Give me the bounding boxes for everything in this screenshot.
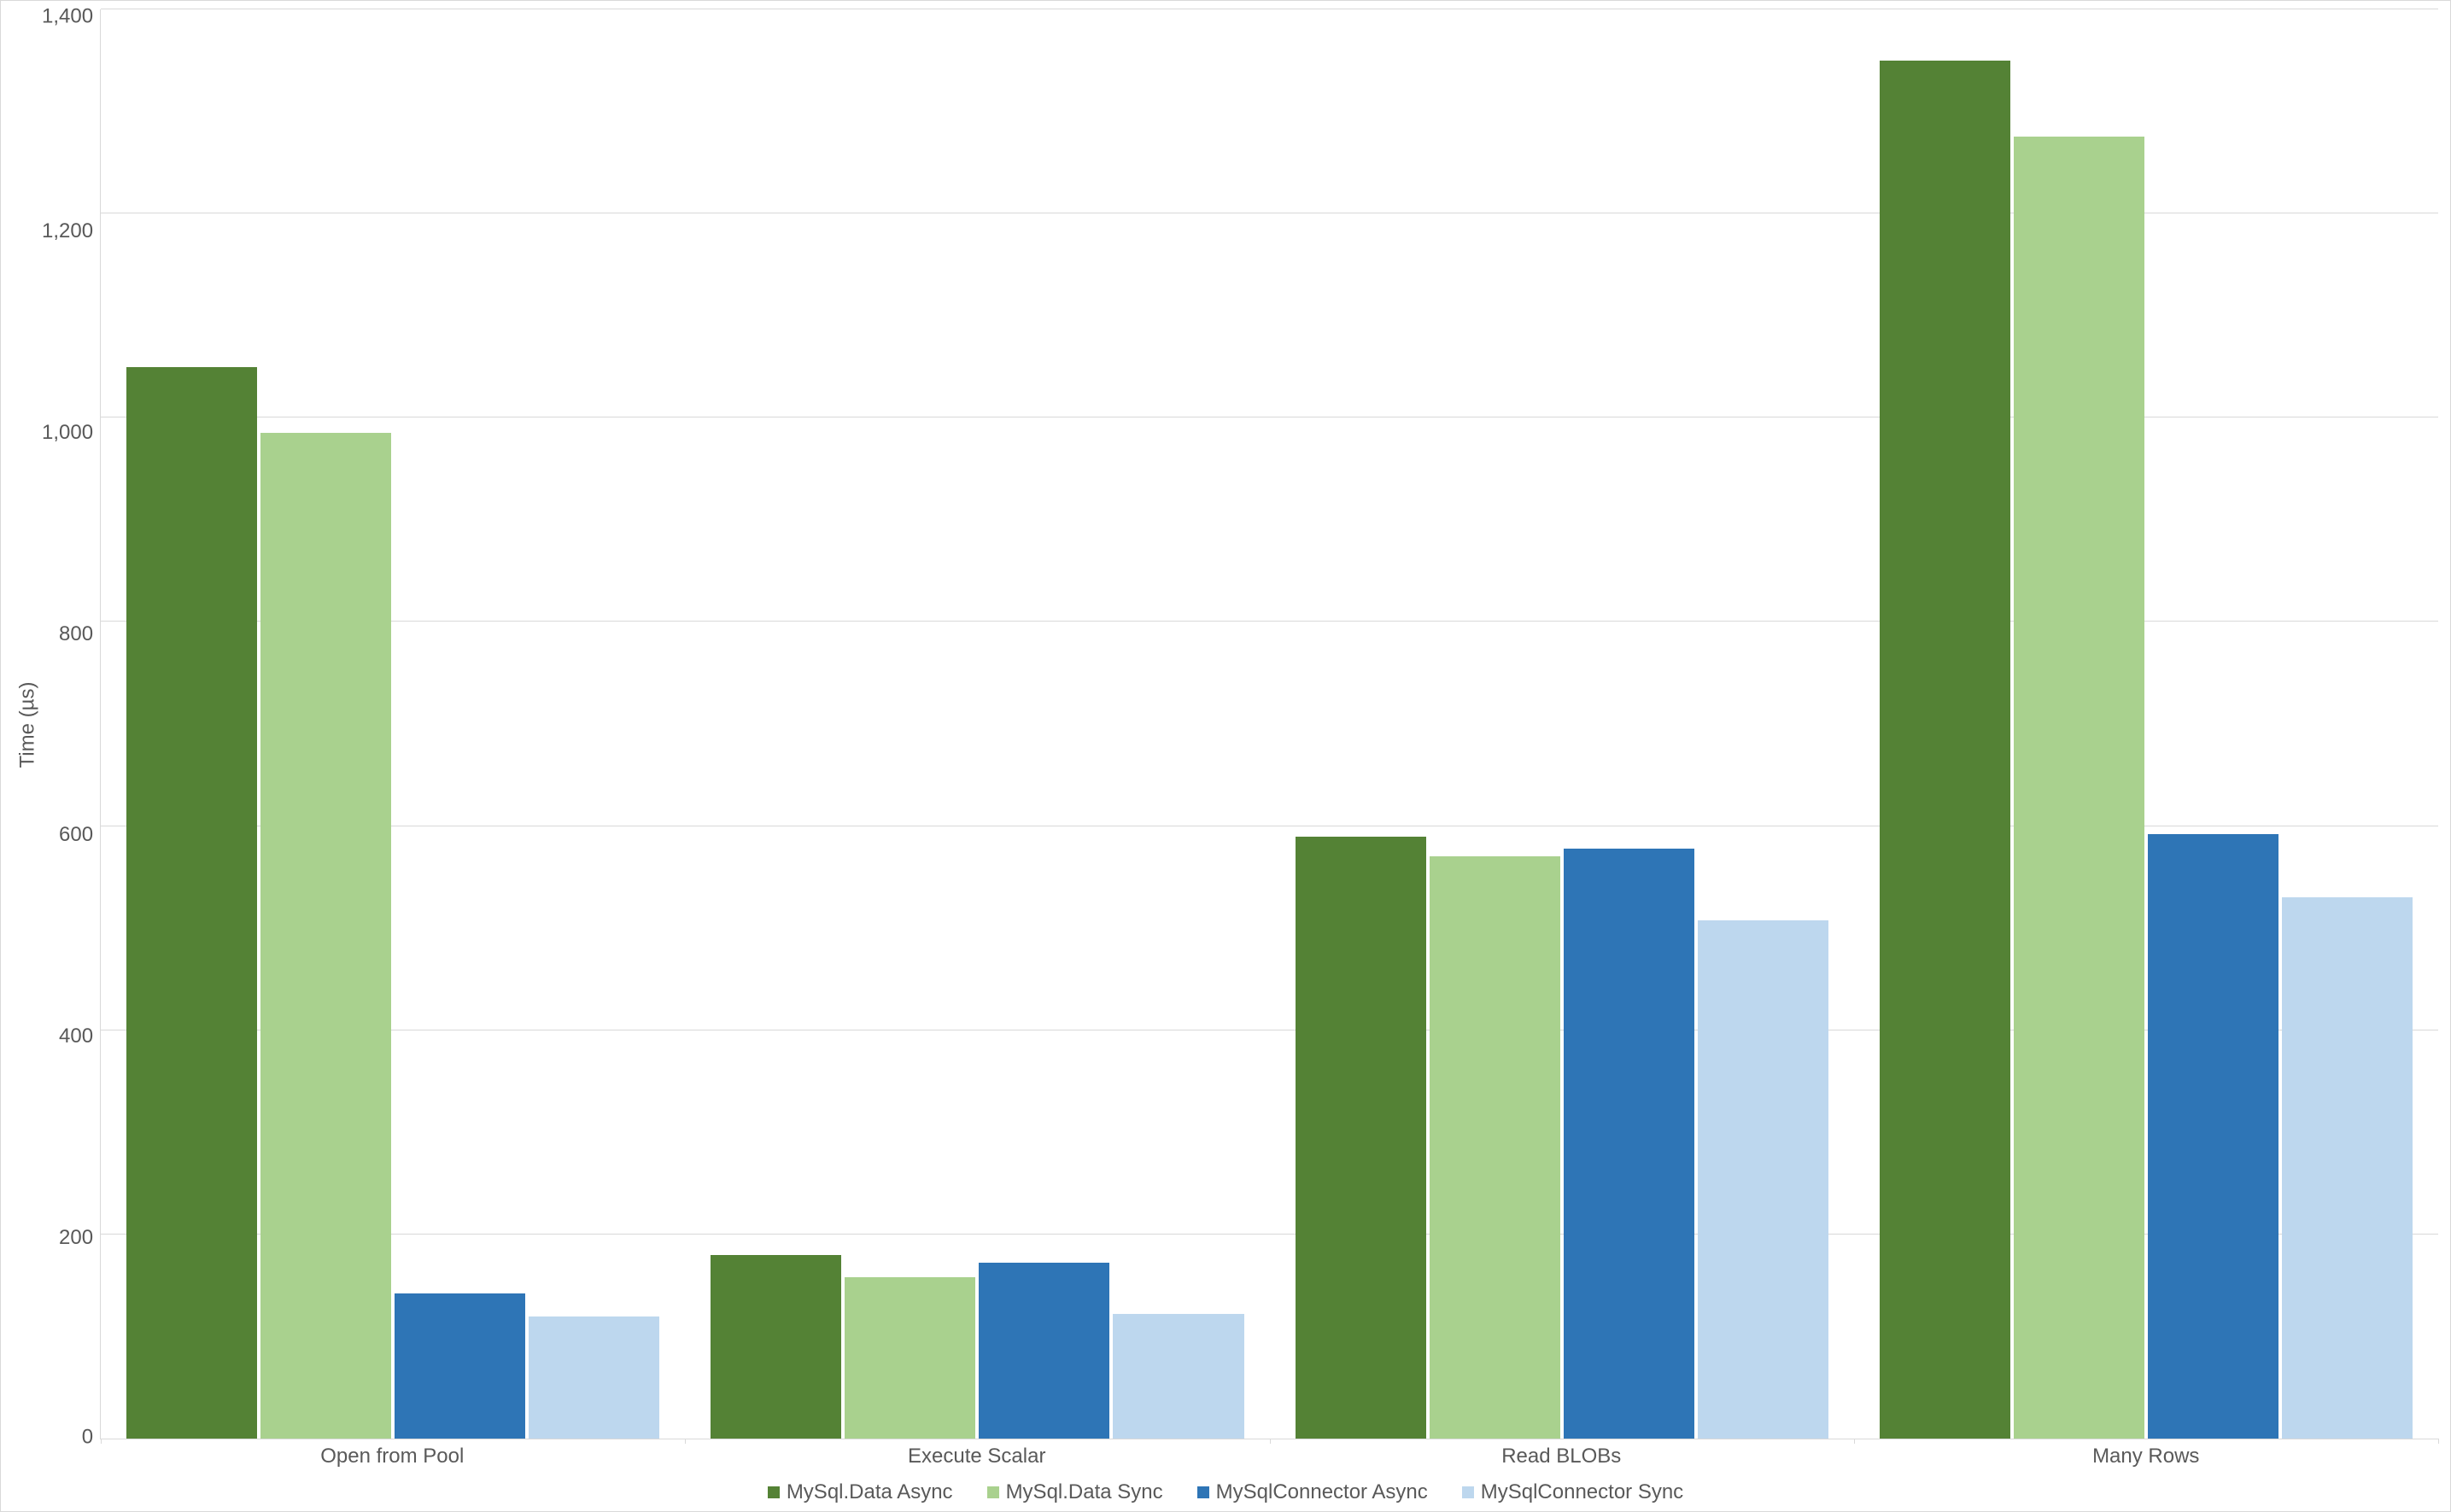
bar	[1564, 849, 1694, 1439]
yaxis-title: Time (µs)	[15, 681, 39, 768]
bar	[1296, 837, 1426, 1439]
bar	[395, 1293, 525, 1439]
ytick-label: 600	[59, 825, 93, 845]
bar	[1698, 920, 1828, 1439]
ytick-label: 1,000	[42, 423, 93, 443]
legend-label: MySql.Data Sync	[1006, 1480, 1163, 1504]
bar	[979, 1263, 1109, 1439]
yaxis-title-wrap: Time (µs)	[13, 9, 42, 1439]
bar	[2282, 897, 2413, 1439]
bar	[1430, 856, 1560, 1439]
legend: MySql.Data Async MySql.Data Sync MySqlConn…	[13, 1480, 2438, 1504]
legend-swatch	[1197, 1486, 1209, 1498]
legend-item: MySqlConnector Async	[1197, 1480, 1428, 1504]
ytick-label: 200	[59, 1228, 93, 1248]
bars-layer	[101, 9, 2438, 1439]
xtick-mark	[1854, 1439, 1855, 1444]
bar	[2014, 137, 2144, 1439]
legend-label: MySql.Data Async	[787, 1480, 953, 1504]
legend-item: MySqlConnector Sync	[1462, 1480, 1683, 1504]
ytick-label: 1,200	[42, 221, 93, 242]
xaxis-spacer	[13, 1445, 42, 1468]
plot-area	[100, 9, 2438, 1439]
legend-label: MySqlConnector Sync	[1481, 1480, 1683, 1504]
legend-label: MySqlConnector Async	[1216, 1480, 1428, 1504]
xtick-label: Execute Scalar	[685, 1445, 1270, 1468]
bar	[711, 1255, 841, 1439]
bar	[529, 1316, 659, 1439]
xtick-mark	[1270, 1439, 1271, 1444]
bar	[1880, 61, 2010, 1439]
ytick-column: 1,4001,2001,0008006004002000	[42, 9, 100, 1439]
category-group	[1854, 9, 2438, 1439]
legend-swatch	[768, 1486, 780, 1498]
ytick-label: 1,400	[42, 6, 93, 26]
chart-container: Time (µs) 1,400 1,200 1,000 800 600 400 200 0 O…	[0, 0, 2451, 1512]
xtick-label: Many Rows	[1854, 1445, 2439, 1468]
ytick-label: 400	[59, 1026, 93, 1047]
ytick-label: 0	[82, 1427, 93, 1448]
legend-item: MySql.Data Async	[768, 1480, 953, 1504]
xaxis-row: Open from PoolExecute ScalarRead BLOBsMa…	[13, 1445, 2438, 1468]
bar	[126, 367, 257, 1439]
category-group	[685, 9, 1269, 1439]
legend-item: MySql.Data Sync	[987, 1480, 1163, 1504]
category-group	[1270, 9, 1854, 1439]
category-group	[101, 9, 685, 1439]
xtick-mark	[685, 1439, 686, 1444]
xtick-label: Read BLOBs	[1269, 1445, 1854, 1468]
xtick-label: Open from Pool	[100, 1445, 685, 1468]
bar	[1113, 1314, 1243, 1439]
bar	[2148, 834, 2278, 1439]
bar	[845, 1277, 975, 1439]
bar	[260, 433, 391, 1439]
xtick-mark	[2438, 1439, 2439, 1444]
xtick-strip: Open from PoolExecute ScalarRead BLOBsMa…	[100, 1445, 2438, 1468]
plot-row: Time (µs) 1,4001,2001,0008006004002000	[13, 9, 2438, 1439]
legend-swatch	[987, 1486, 999, 1498]
ytick-label: 800	[59, 624, 93, 645]
legend-swatch	[1462, 1486, 1474, 1498]
xtick-mark	[101, 1439, 102, 1444]
